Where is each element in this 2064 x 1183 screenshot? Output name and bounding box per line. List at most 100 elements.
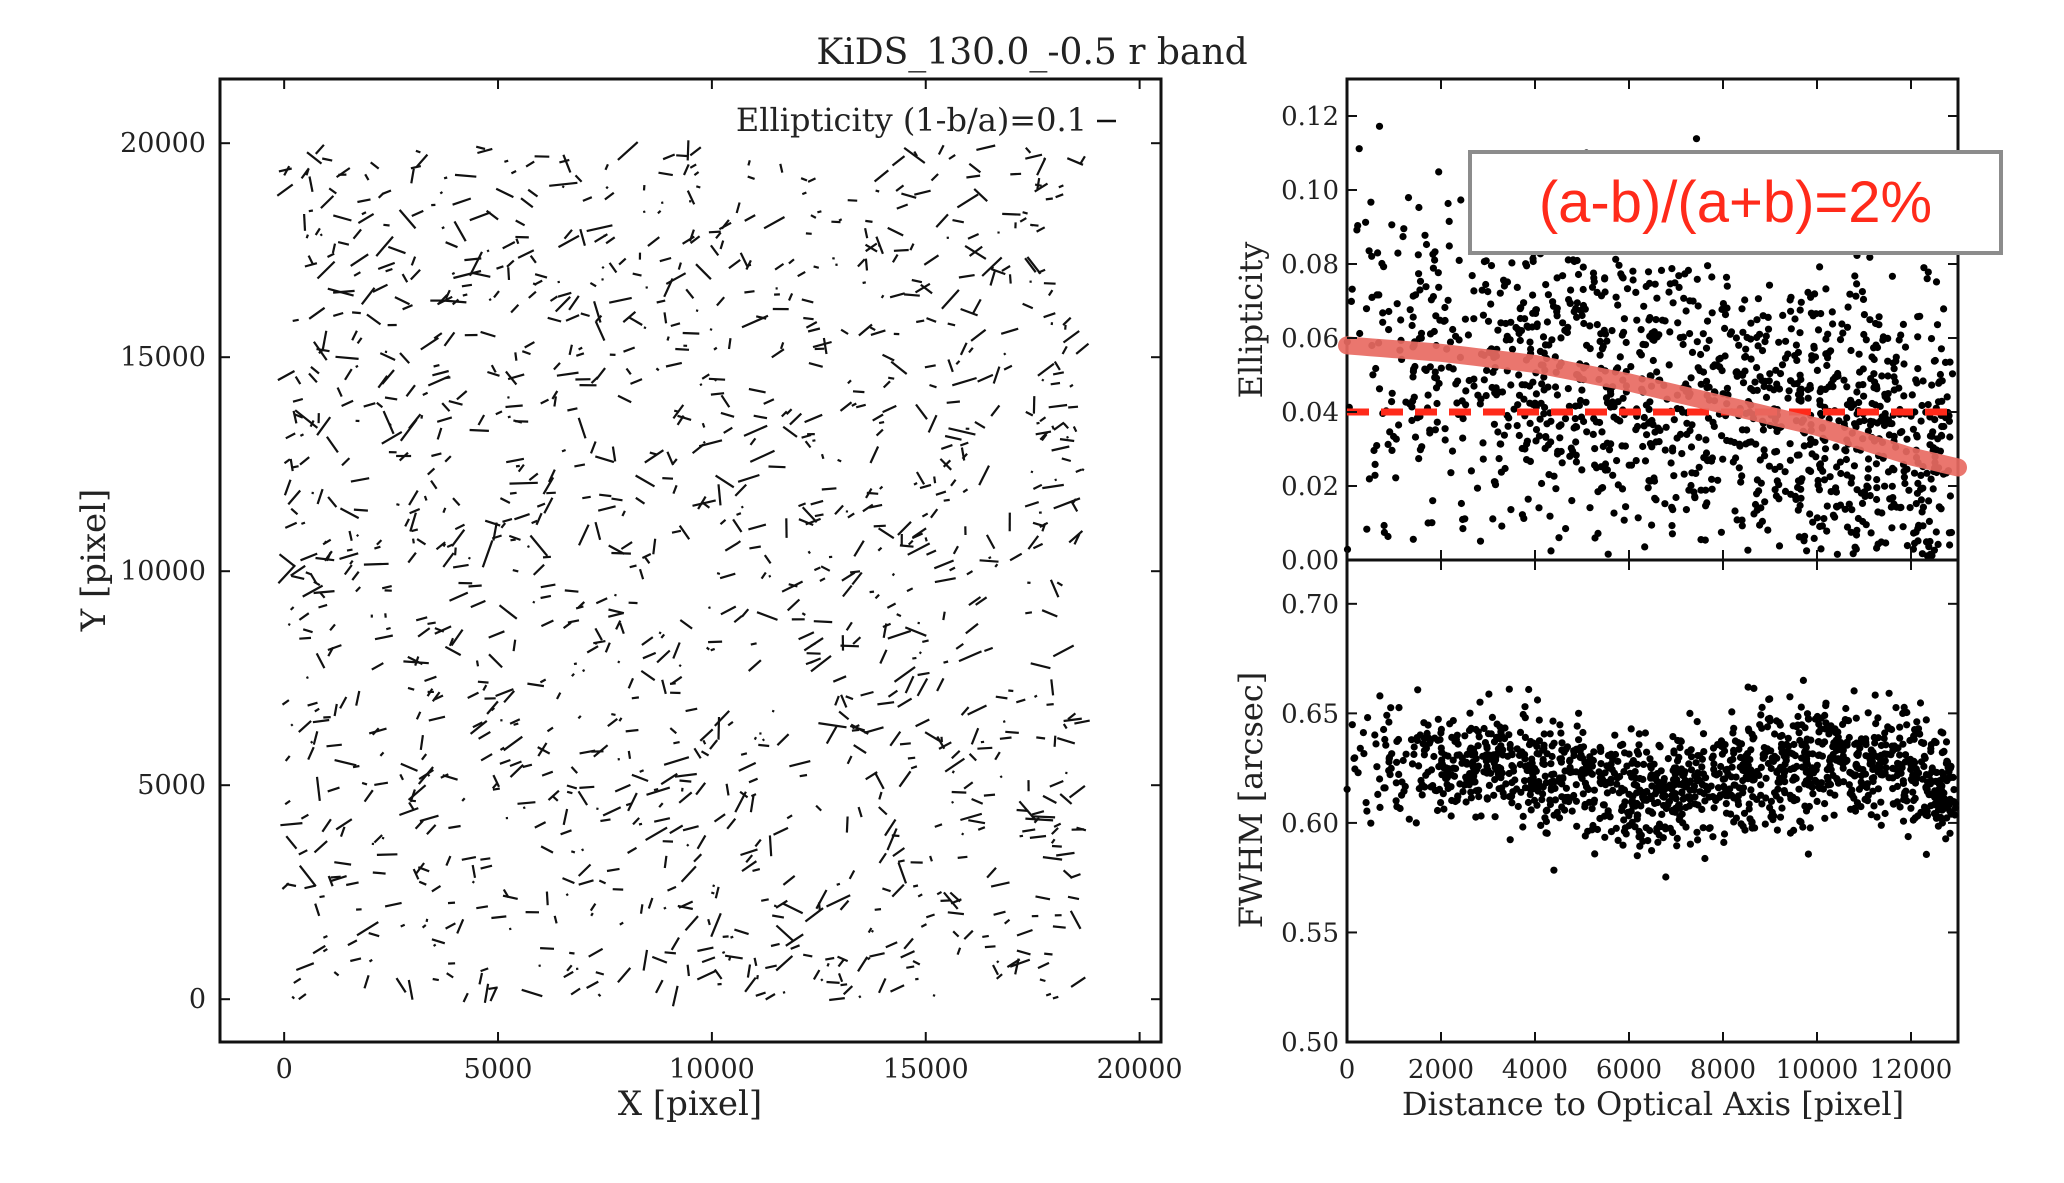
ellipticity-point: [1695, 434, 1702, 441]
ellipticity-point: [1898, 428, 1905, 435]
whisker: [859, 807, 862, 817]
whisker: [296, 963, 314, 970]
ellipticity-point: [1479, 439, 1486, 446]
ellipticity-point: [1556, 423, 1563, 430]
fwhm-point: [1667, 825, 1674, 832]
ellipticity-point: [1621, 517, 1628, 524]
fwhm-point: [1865, 709, 1872, 716]
whisker: [570, 345, 572, 355]
ellipticity-point: [1756, 522, 1763, 529]
fwhm-point: [1896, 751, 1903, 758]
ellipticity-point: [1411, 363, 1418, 370]
whisker: [291, 459, 293, 471]
whisker: [1037, 178, 1039, 189]
whisker: [328, 497, 336, 507]
whisker: [901, 951, 915, 957]
whisker: [611, 553, 631, 554]
whisker: [666, 273, 685, 284]
ellipticity-point: [1848, 506, 1855, 513]
whisker: [1074, 721, 1089, 724]
ellipticity-point: [1669, 445, 1676, 452]
whisker: [384, 411, 394, 434]
whisker: [310, 177, 313, 192]
ellipticity-point: [1632, 289, 1639, 296]
whisker: [352, 312, 361, 313]
whisker: [574, 664, 577, 665]
whisker: [748, 177, 755, 179]
ellipticity-point: [1373, 291, 1380, 298]
fwhm-y-tick-label: 0.55: [1281, 918, 1339, 948]
ellipticity-point: [1568, 497, 1575, 504]
whisker: [600, 819, 610, 821]
ellipticity-point: [1876, 313, 1883, 320]
fwhm-point: [1665, 755, 1672, 762]
fwhm-point: [1733, 774, 1740, 781]
whisker: [688, 965, 689, 976]
fwhm-point: [1364, 714, 1371, 721]
ellipticity-point: [1605, 551, 1612, 558]
whisker: [636, 476, 655, 487]
whisker: [994, 912, 1006, 915]
whisker: [587, 646, 598, 652]
fwhm-point: [1777, 796, 1784, 803]
fwhm-point: [1720, 839, 1727, 846]
whisker: [286, 836, 296, 849]
whisker: [1010, 554, 1022, 561]
whisker: [618, 142, 638, 160]
ellipticity-point: [1754, 476, 1761, 483]
ellipticity-point: [1648, 417, 1655, 424]
whisker: [583, 197, 592, 201]
whisker: [503, 519, 513, 522]
whisker-axes-frame: [220, 79, 1161, 1042]
whisker: [462, 798, 465, 801]
whisker: [474, 273, 491, 277]
whisker: [680, 620, 692, 629]
fwhm-point: [1600, 801, 1607, 808]
whisker: [557, 693, 560, 699]
whisker: [572, 767, 578, 773]
fwhm-point: [1376, 804, 1383, 811]
ellipticity-point: [1861, 311, 1868, 318]
whisker: [543, 557, 551, 558]
fwhm-point: [1569, 808, 1576, 815]
whisker: [356, 691, 359, 706]
whisker: [288, 491, 300, 505]
whisker: [531, 256, 536, 263]
whisker: [342, 458, 349, 465]
fwhm-point: [1385, 719, 1392, 726]
ellipticity-point: [1428, 519, 1435, 526]
whisker: [748, 965, 750, 978]
whisker: [644, 327, 646, 328]
ellipticity-point: [1784, 351, 1791, 358]
whisker: [626, 730, 639, 731]
ellipticity-point: [1399, 233, 1406, 240]
fwhm-point: [1456, 751, 1463, 758]
whisker: [1010, 274, 1011, 283]
fwhm-point: [1798, 704, 1805, 711]
whisker: [1036, 896, 1051, 899]
whisker: [323, 331, 326, 349]
whisker: [708, 642, 722, 643]
ellipticity-point: [1578, 414, 1585, 421]
whisker: [749, 779, 758, 783]
whisker: [757, 612, 778, 620]
ellipticity-point: [1447, 469, 1454, 476]
fwhm-point: [1521, 777, 1528, 784]
ellipticity-point: [1697, 351, 1704, 358]
whisker: [909, 541, 913, 545]
whisker: [877, 430, 883, 436]
ellipticity-point: [1415, 251, 1422, 258]
whisker: [817, 211, 821, 212]
whisker: [841, 330, 848, 334]
whisker: [984, 795, 995, 796]
fwhm-point: [1376, 775, 1383, 782]
whisker: [781, 342, 783, 348]
whisker: [930, 856, 932, 861]
whisker: [408, 688, 414, 690]
whisker: [608, 719, 618, 726]
ellipticity-y-tick-label: 0.04: [1281, 398, 1339, 428]
ellipticity-point: [1459, 516, 1466, 523]
whisker: [737, 513, 741, 515]
ellipticity-point: [1602, 467, 1609, 474]
